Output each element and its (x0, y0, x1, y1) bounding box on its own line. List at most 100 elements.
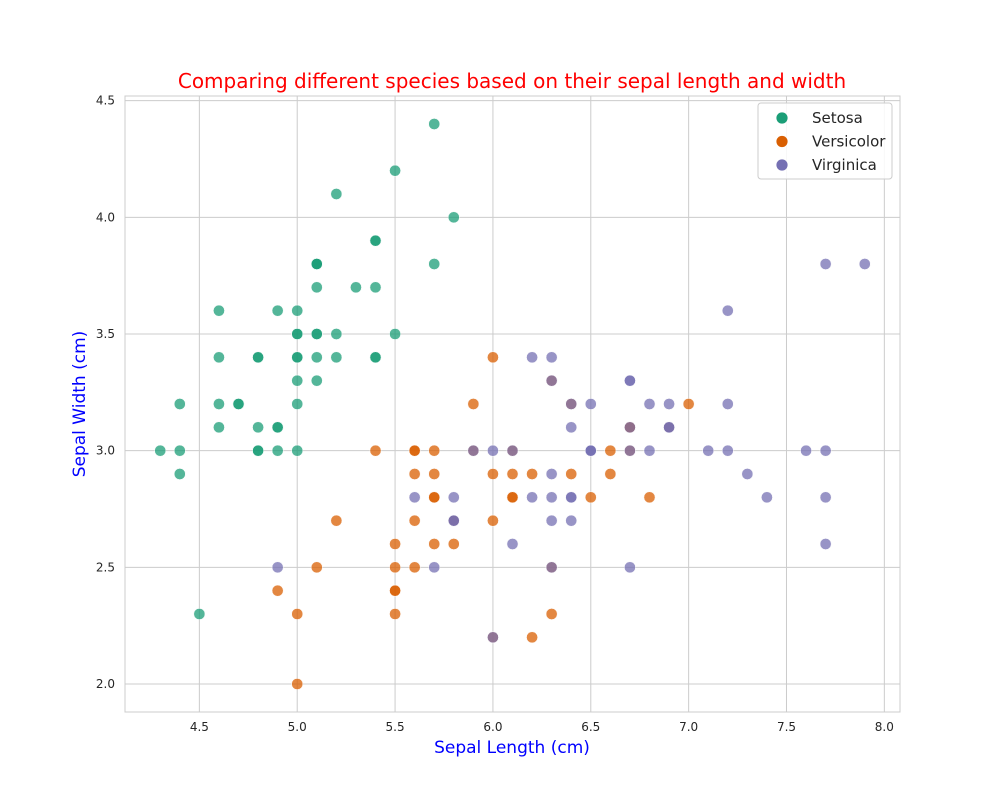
data-point (858, 258, 871, 270)
x-tick-label: 4.5 (190, 720, 209, 734)
data-point (545, 514, 558, 527)
data-point (741, 468, 754, 480)
data-point (350, 281, 362, 294)
data-point (663, 421, 675, 434)
data-point (721, 304, 734, 317)
data-point (291, 398, 304, 410)
data-point (291, 304, 304, 317)
data-point (428, 258, 441, 270)
data-point (271, 304, 284, 317)
data-point (721, 444, 734, 457)
data-point (487, 631, 499, 644)
data-point (408, 561, 421, 574)
x-tick-label: 7.0 (679, 720, 698, 734)
data-point (565, 398, 578, 410)
data-point (291, 678, 304, 690)
series-virginica (271, 258, 871, 644)
data-point (213, 398, 225, 410)
legend-label: Setosa (812, 109, 863, 127)
data-point (643, 398, 656, 410)
x-tick-label: 8.0 (875, 720, 894, 734)
data-point (330, 328, 343, 340)
y-tick-label: 2.0 (96, 677, 115, 691)
data-point (310, 374, 323, 387)
data-point (526, 468, 538, 480)
data-point (604, 444, 617, 457)
y-tick-label: 3.0 (96, 444, 115, 458)
data-point (291, 374, 304, 387)
legend-marker (776, 112, 788, 124)
axis-ticks: 4.5 5.0 5.5 6.0 6.5 7.0 7.5 8.0 2.0 2.5 3.0 3.5 4.0 4… (96, 94, 894, 734)
data-point (526, 351, 538, 364)
y-tick-label: 2.5 (96, 560, 115, 574)
legend-marker (776, 135, 788, 148)
data-point (271, 421, 284, 434)
data-point (526, 631, 538, 644)
data-point (565, 468, 578, 480)
data-point (819, 491, 832, 504)
data-point (389, 608, 401, 620)
data-point (291, 351, 304, 364)
data-point (428, 538, 441, 550)
x-tick-label: 6.0 (483, 720, 502, 734)
data-point (213, 351, 225, 364)
data-point (408, 491, 421, 504)
data-point (310, 281, 323, 294)
data-point (291, 328, 304, 340)
data-point (252, 421, 264, 434)
data-point (526, 491, 538, 504)
data-point (624, 561, 636, 574)
data-point (369, 234, 382, 247)
data-point (447, 491, 460, 504)
data-point (663, 398, 675, 410)
data-point (604, 468, 617, 480)
data-point (584, 398, 597, 410)
data-point (408, 468, 421, 480)
data-point (819, 258, 832, 270)
data-point (310, 328, 323, 340)
data-point (173, 398, 186, 410)
data-point (584, 444, 597, 457)
data-point (487, 514, 499, 527)
data-point (545, 468, 558, 480)
data-point (428, 561, 441, 574)
data-point (291, 608, 304, 620)
x-tick-label: 5.5 (386, 720, 405, 734)
data-point (389, 328, 401, 340)
data-point (487, 351, 499, 364)
data-point (252, 444, 264, 457)
data-point (487, 444, 499, 457)
data-point (545, 351, 558, 364)
data-point (447, 538, 460, 550)
y-tick-label: 4.5 (96, 94, 115, 108)
data-point (330, 188, 343, 200)
data-point (467, 398, 480, 410)
data-point (271, 561, 284, 574)
data-point (565, 514, 578, 527)
data-point (271, 584, 284, 597)
data-point (173, 468, 186, 480)
data-points (154, 118, 871, 690)
data-point (369, 281, 382, 294)
y-axis-label: Sepal Width (cm) (70, 331, 90, 478)
data-point (819, 444, 832, 457)
data-point (369, 351, 382, 364)
data-point (682, 398, 695, 410)
data-point (213, 304, 225, 317)
data-point (467, 444, 480, 457)
data-point (447, 514, 460, 527)
x-tick-label: 7.5 (777, 720, 796, 734)
plot-frame (124, 95, 901, 713)
data-point (624, 444, 636, 457)
data-point (428, 491, 441, 504)
data-point (213, 421, 225, 434)
data-point (447, 211, 460, 224)
data-point (173, 444, 186, 457)
data-point (408, 514, 421, 527)
data-point (819, 538, 832, 550)
legend-label: Virginica (812, 156, 877, 174)
data-point (545, 561, 558, 574)
data-point (389, 584, 401, 597)
data-point (271, 444, 284, 457)
